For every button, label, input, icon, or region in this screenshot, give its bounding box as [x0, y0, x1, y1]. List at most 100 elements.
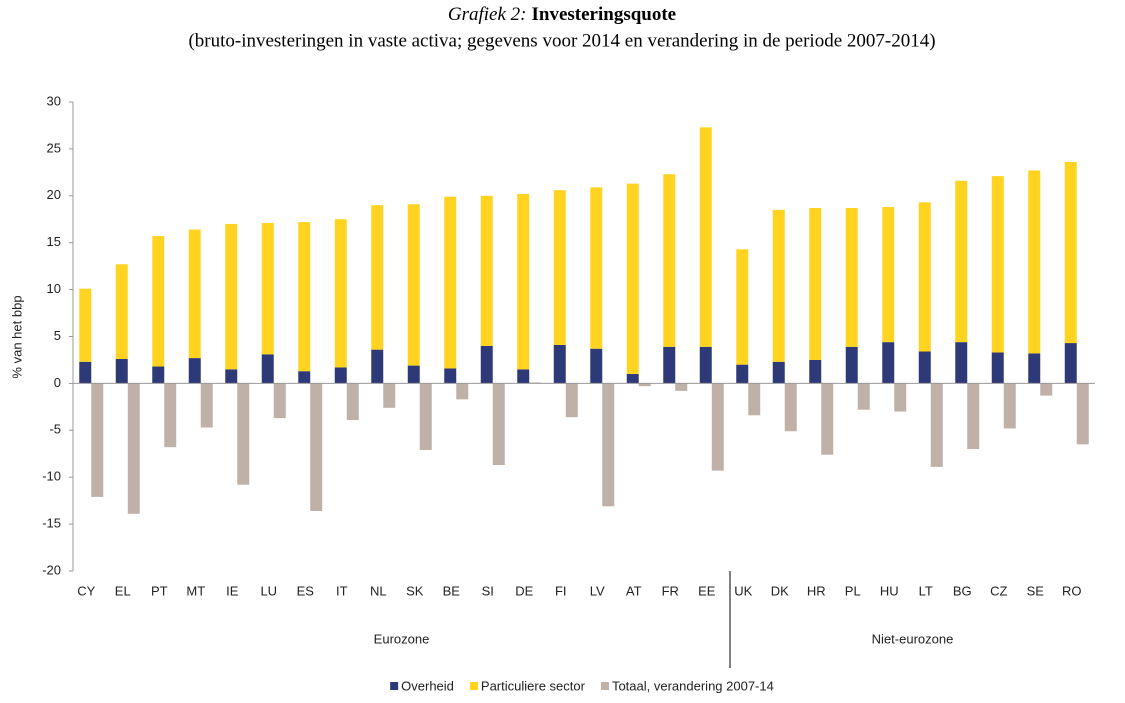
bar	[334, 219, 347, 368]
y-tick-label: 15	[47, 234, 61, 249]
bar	[590, 187, 603, 349]
x-tick-label: MT	[186, 583, 205, 598]
bar	[845, 346, 858, 384]
x-tick-label: NL	[370, 583, 387, 598]
bar	[991, 352, 1004, 384]
x-tick-label: EL	[115, 583, 131, 598]
bar	[79, 361, 92, 384]
bar	[407, 365, 420, 384]
bar	[517, 193, 530, 370]
bar	[237, 383, 250, 485]
bar	[590, 348, 603, 384]
x-tick-label: FR	[662, 583, 679, 598]
bar	[127, 383, 140, 514]
bar	[821, 383, 834, 455]
bar	[310, 383, 323, 511]
bar	[736, 249, 749, 365]
bar	[1064, 343, 1077, 384]
y-tick-label: -15	[42, 516, 61, 531]
bar	[748, 383, 761, 416]
x-tick-label: SK	[406, 583, 424, 598]
bar	[444, 368, 457, 384]
x-tick-label: SI	[482, 583, 494, 598]
x-tick-label: CY	[77, 583, 95, 598]
x-tick-label: BG	[953, 583, 972, 598]
x-tick-label: LT	[919, 583, 933, 598]
bar	[772, 361, 785, 384]
title-prefix: Grafiek 2:	[448, 4, 527, 25]
y-tick-label: -20	[42, 562, 61, 577]
bar	[857, 383, 870, 410]
bar	[456, 383, 469, 400]
bar	[1003, 383, 1016, 429]
bar	[809, 207, 822, 360]
bar	[565, 383, 578, 418]
bar	[663, 174, 676, 347]
bar	[383, 383, 396, 408]
x-tick-label: AT	[626, 583, 642, 598]
bar	[894, 383, 907, 412]
x-tick-label: ES	[297, 583, 315, 598]
legend-label: Totaal, verandering 2007-14	[612, 678, 774, 693]
x-tick-label: EE	[698, 583, 716, 598]
x-tick-label: PL	[845, 583, 861, 598]
x-tick-label: LU	[260, 583, 277, 598]
chart-title: Grafiek 2: Investeringsquote	[448, 4, 676, 25]
x-tick-label: DE	[515, 583, 533, 598]
bar	[772, 209, 785, 362]
bar	[699, 346, 712, 384]
x-tick-label: RO	[1062, 583, 1082, 598]
y-axis-label: % van het bbp	[9, 295, 24, 378]
bar	[602, 383, 615, 507]
bar	[419, 383, 432, 450]
bar	[638, 383, 651, 387]
x-tick-label: FI	[555, 583, 567, 598]
bar	[1064, 162, 1077, 344]
bar	[188, 358, 201, 384]
bar	[955, 342, 968, 384]
x-tick-label: PT	[151, 583, 168, 598]
x-tick-label: CZ	[990, 583, 1007, 598]
bar	[371, 205, 384, 350]
legend-label: Particuliere sector	[481, 678, 586, 693]
bar	[1028, 170, 1041, 354]
y-tick-label: 5	[54, 328, 61, 343]
bar	[200, 383, 213, 428]
bar	[517, 369, 530, 384]
x-tick-label: BE	[443, 583, 461, 598]
bar	[1040, 383, 1053, 396]
bar	[298, 371, 311, 384]
bar	[553, 190, 566, 345]
bar	[334, 367, 347, 384]
bar	[115, 359, 128, 384]
bar	[626, 374, 639, 384]
y-tick-label: 20	[47, 187, 61, 202]
bar	[298, 222, 311, 372]
bar	[444, 196, 457, 369]
x-tick-label: SE	[1027, 583, 1045, 598]
x-tick-label: IT	[336, 583, 348, 598]
bar	[480, 195, 493, 346]
y-tick-label: -5	[49, 422, 61, 437]
bar	[845, 207, 858, 347]
bar	[91, 383, 104, 497]
bar	[930, 383, 943, 467]
bar	[882, 342, 895, 384]
bar	[1076, 383, 1089, 445]
bar	[967, 383, 980, 450]
bar	[882, 207, 895, 343]
bar	[152, 366, 165, 384]
bar	[736, 364, 749, 384]
x-tick-label: UK	[734, 583, 752, 598]
bar	[991, 176, 1004, 353]
group-label: Niet-eurozone	[872, 631, 954, 646]
y-tick-label: 0	[54, 375, 61, 390]
bar	[675, 383, 688, 391]
y-tick-label: 10	[47, 281, 61, 296]
bar	[955, 180, 968, 343]
bar	[492, 383, 505, 466]
bar	[918, 202, 931, 352]
bar	[809, 359, 822, 384]
bar	[225, 223, 238, 370]
bar	[273, 383, 286, 419]
